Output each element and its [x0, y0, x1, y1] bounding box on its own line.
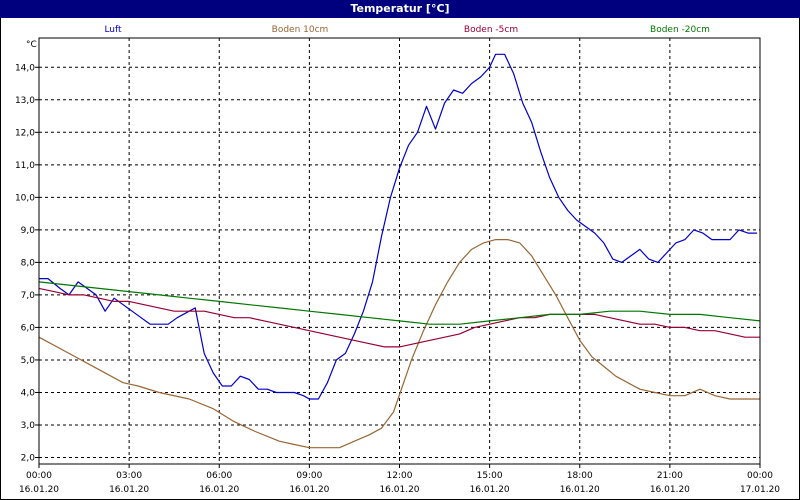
x-tick-time-label: 21:00: [657, 471, 683, 481]
x-tick-time-label: 00:00: [747, 471, 773, 481]
x-tick-date-label: 16.01.20: [199, 485, 239, 495]
x-tick-date-label: 16.01.20: [560, 485, 600, 495]
temperature-chart: Luft Boden 10cm Boden -5cm Boden -20cm °C 2…: [15, 25, 780, 495]
x-tick-date-label: 16.01.20: [650, 485, 690, 495]
legend-entry: Boden 10cm: [272, 25, 329, 35]
y-tick-label: 2,0: [21, 453, 36, 463]
y-tick-label: 14,0: [15, 63, 35, 73]
x-tick-time-label: 03:00: [116, 471, 142, 481]
y-tick-label: 12,0: [15, 128, 35, 138]
x-tick-time-label: 12:00: [387, 471, 413, 481]
legend-entry: Luft: [104, 25, 122, 35]
y-tick-label: 9,0: [21, 226, 36, 236]
y-tick-label: 8,0: [21, 258, 36, 268]
x-tick-date-label: 16.01.20: [109, 485, 149, 495]
legend-entry: Boden -20cm: [650, 25, 710, 35]
legend-entry: Boden -5cm: [464, 25, 518, 35]
x-tick-date-label: 16.01.20: [379, 485, 419, 495]
y-tick-label: 5,0: [21, 356, 36, 366]
chart-series: [38, 53, 761, 449]
y-tick-label: 7,0: [21, 291, 36, 301]
x-tick-date-label: 16.01.20: [470, 485, 510, 495]
y-tick-label: 13,0: [15, 96, 35, 106]
chart-legend: Luft Boden 10cm Boden -5cm Boden -20cm: [104, 25, 710, 35]
x-tick-date-label: 16.01.20: [289, 485, 329, 495]
x-tick-date-label: 17.01.20: [740, 485, 780, 495]
series-line: [39, 53, 757, 400]
x-tick-time-label: 09:00: [296, 471, 322, 481]
series-line: [38, 239, 760, 449]
y-tick-label: 4,0: [21, 388, 36, 398]
chart-grid: [39, 38, 760, 464]
y-tick-label: 11,0: [15, 161, 35, 171]
x-axis-ticks: 00:00 16.01.20 03:00 16.01.20 06:00 16.01.20 0…: [19, 464, 780, 495]
x-tick-time-label: 15:00: [477, 471, 503, 481]
y-axis-unit-label: °C: [26, 40, 37, 50]
y-tick-label: 6,0: [21, 323, 36, 333]
series-line: [38, 281, 761, 325]
y-axis-ticks: 2,0 3,0 4,0 5,0 6,0 7,0 8,0 9,0 10,0 11,0 12,0 13,0…: [15, 63, 39, 463]
chart-title: Temperatur [°C]: [0, 0, 800, 18]
plot-area-border: [38, 37, 761, 465]
y-tick-label: 3,0: [21, 421, 36, 431]
x-tick-date-label: 16.01.20: [19, 485, 59, 495]
series-line: [38, 287, 760, 348]
x-tick-time-label: 06:00: [206, 471, 232, 481]
x-tick-time-label: 00:00: [26, 471, 52, 481]
x-tick-time-label: 18:00: [567, 471, 593, 481]
y-tick-label: 10,0: [15, 193, 35, 203]
